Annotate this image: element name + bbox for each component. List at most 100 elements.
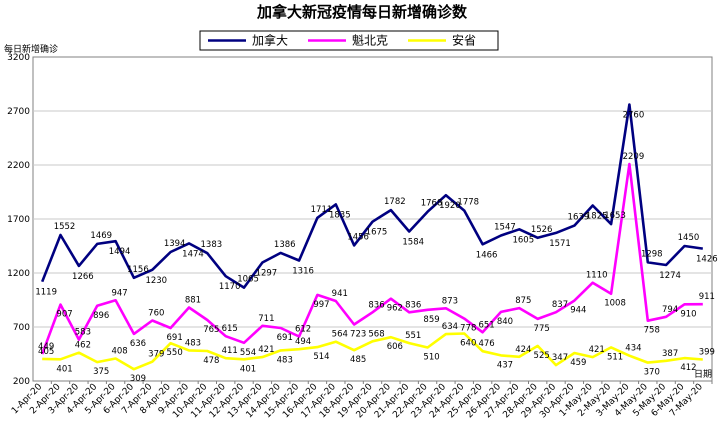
data-label: 691 xyxy=(277,333,293,343)
data-label: 634 xyxy=(442,322,458,332)
series-line xyxy=(40,162,703,355)
y-tick-label: 3200 xyxy=(7,53,30,63)
legend-label: 魁北克 xyxy=(352,33,388,48)
data-label: 941 xyxy=(332,289,348,299)
data-label: 1298 xyxy=(641,249,663,259)
data-label: 510 xyxy=(423,353,439,363)
data-label: 873 xyxy=(442,296,458,306)
data-label: 405 xyxy=(38,347,54,357)
data-label: 1653 xyxy=(604,211,626,221)
data-label: 459 xyxy=(570,358,586,368)
data-label: 944 xyxy=(570,306,586,316)
data-label: 640 xyxy=(460,338,476,348)
data-label: 962 xyxy=(387,304,403,314)
data-label: 525 xyxy=(534,351,550,361)
data-label: 881 xyxy=(185,295,201,305)
data-label: 1450 xyxy=(678,233,700,243)
data-label: 723 xyxy=(350,330,366,340)
data-label: 424 xyxy=(515,345,531,355)
data-label: 379 xyxy=(148,350,164,360)
data-label: 837 xyxy=(552,300,568,310)
data-label: 1711 xyxy=(311,205,333,215)
data-label: 1552 xyxy=(54,222,76,232)
y-tick-label: 2700 xyxy=(7,107,30,117)
data-label: 1266 xyxy=(72,272,94,282)
y-tick-label: 2200 xyxy=(7,161,30,171)
data-label: 564 xyxy=(332,330,348,340)
data-label: 840 xyxy=(497,317,513,327)
data-label: 1782 xyxy=(384,197,406,207)
data-label: 1386 xyxy=(274,240,296,250)
data-label: 1230 xyxy=(145,276,167,286)
data-label: 1456 xyxy=(347,232,369,242)
data-label: 636 xyxy=(130,339,146,349)
data-label: 1778 xyxy=(457,198,479,208)
y-tick-label: 1200 xyxy=(7,269,30,279)
data-label: 2760 xyxy=(623,111,645,121)
data-label: 485 xyxy=(350,355,366,365)
data-label: 411 xyxy=(222,346,238,356)
data-label: 1825 xyxy=(586,212,608,222)
data-label: 875 xyxy=(515,296,531,306)
y-tick-label: 200 xyxy=(13,377,30,387)
data-label: 765 xyxy=(203,325,219,335)
data-label: 449 xyxy=(38,342,54,352)
data-label: 476 xyxy=(478,339,494,349)
data-label: 421 xyxy=(258,345,274,355)
data-label: 1316 xyxy=(292,266,314,276)
data-label: 758 xyxy=(644,326,660,336)
data-label: 568 xyxy=(368,329,384,339)
data-label: 1297 xyxy=(256,269,278,279)
data-label: 550 xyxy=(167,348,183,358)
data-label: 711 xyxy=(258,314,274,324)
data-label: 1170 xyxy=(219,282,241,292)
data-label: 997 xyxy=(313,300,329,310)
data-label: 1675 xyxy=(366,228,388,238)
data-label: 1584 xyxy=(402,238,424,248)
data-label: 401 xyxy=(56,364,72,374)
data-label: 775 xyxy=(534,324,550,334)
data-label: 483 xyxy=(277,355,293,365)
data-label: 551 xyxy=(405,331,421,341)
data-label: 483 xyxy=(185,338,201,348)
x-axis-label: 日期 xyxy=(694,369,712,380)
data-label: 421 xyxy=(589,345,605,355)
data-label: 794 xyxy=(662,305,678,315)
data-label: 1466 xyxy=(476,250,498,260)
data-label: 1768 xyxy=(421,199,443,209)
data-label: 1571 xyxy=(549,239,571,249)
data-label: 511 xyxy=(607,352,623,362)
data-label: 612 xyxy=(295,325,311,335)
data-label: 606 xyxy=(387,342,403,352)
data-label: 1394 xyxy=(164,239,186,249)
data-label: 583 xyxy=(75,328,91,338)
data-label: 947 xyxy=(111,288,127,298)
data-label: 399 xyxy=(699,348,715,358)
data-label: 1639 xyxy=(568,213,590,223)
data-label: 347 xyxy=(552,353,568,363)
data-label: 514 xyxy=(313,352,329,362)
data-label: 375 xyxy=(93,367,109,377)
data-label: 1494 xyxy=(109,247,131,257)
series-line xyxy=(40,103,703,289)
data-label: 907 xyxy=(56,310,72,320)
y-axis-label: 每日新增确诊 xyxy=(4,43,58,55)
data-label: 401 xyxy=(240,364,256,374)
data-label: 437 xyxy=(497,360,513,370)
data-label: 1547 xyxy=(494,223,516,233)
legend-label: 安省 xyxy=(452,33,476,48)
data-label: 896 xyxy=(93,311,109,321)
plot-area: 200700120017002200270032001-Apr-202-Apr-… xyxy=(7,53,718,420)
data-label: 1274 xyxy=(659,271,681,281)
y-tick-label: 700 xyxy=(13,323,30,333)
data-label: 836 xyxy=(368,300,384,310)
data-label: 1526 xyxy=(531,225,553,235)
data-label: 1383 xyxy=(201,240,223,250)
data-label: 760 xyxy=(148,309,164,319)
data-label: 1119 xyxy=(35,288,57,298)
data-label: 1065 xyxy=(237,275,259,285)
data-label: 1469 xyxy=(90,231,112,241)
data-label: 691 xyxy=(167,333,183,343)
